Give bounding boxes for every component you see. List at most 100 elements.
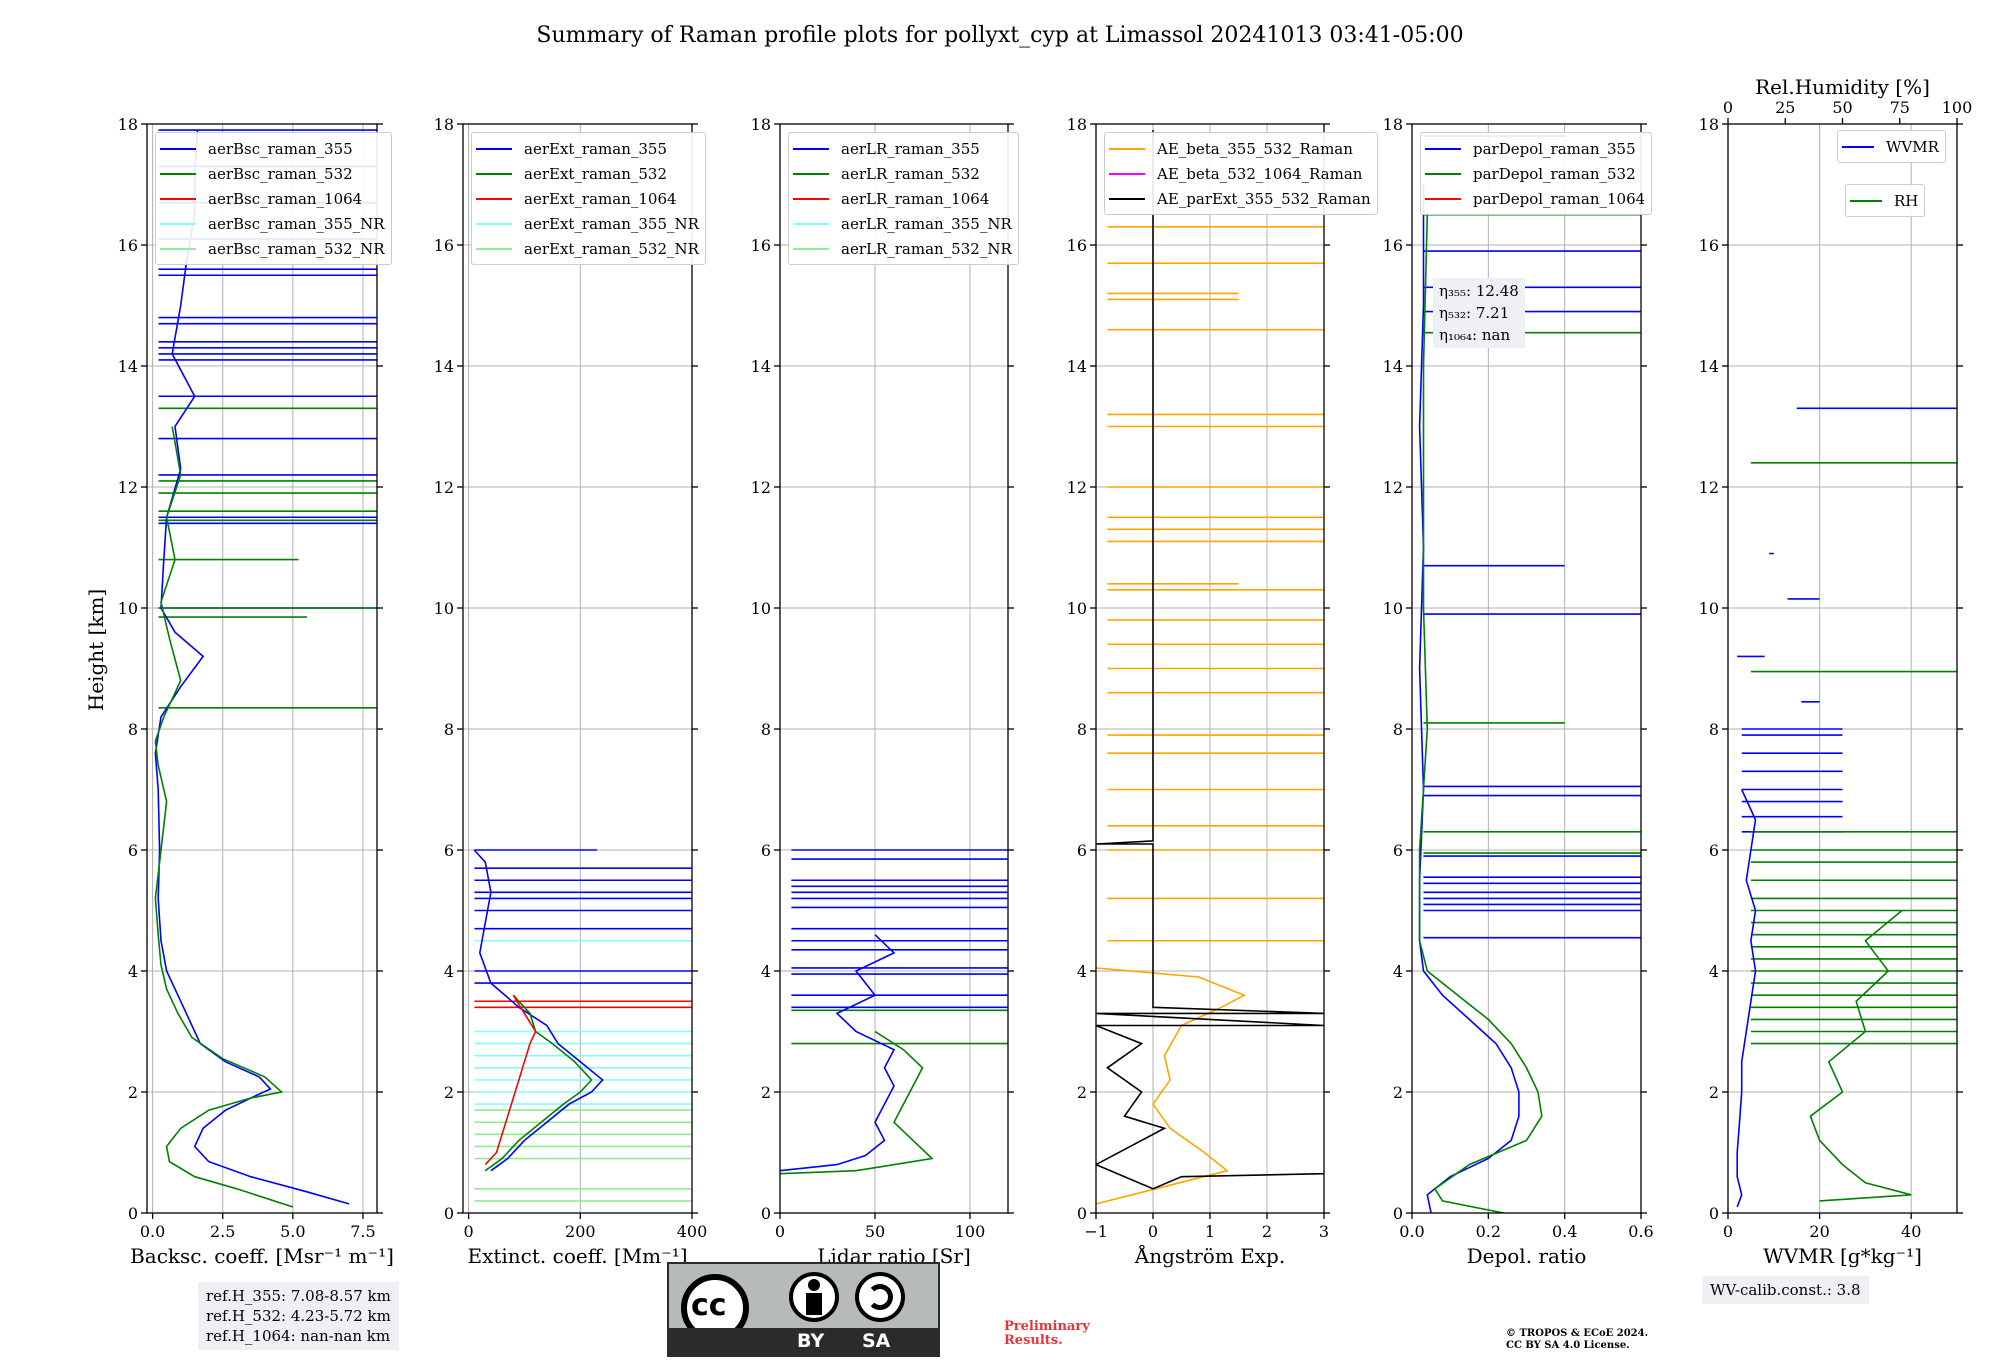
y-tick-label: 4 [128, 962, 138, 981]
eta-355: η₃₅₅: 12.48 [1439, 282, 1519, 300]
ref-heights-box: ref.H_355: 7.08-8.57 km ref.H_532: 4.23-… [198, 1282, 399, 1350]
x2-tick-label: 100 [1942, 98, 1973, 117]
y-tick-label: 2 [1077, 1083, 1087, 1102]
x-tick-label: 100 [955, 1222, 986, 1241]
data-ae [1096, 130, 1324, 1205]
x-axis-label-bsc: Backsc. coeff. [Msr⁻¹ m⁻¹] [130, 1244, 394, 1268]
copyright-line-2: CC BY SA 4.0 License. [1506, 1340, 1630, 1351]
x2-tick-label: 25 [1775, 98, 1795, 117]
x-tick-label: 0.0 [1399, 1222, 1424, 1241]
y-tick-label: 12 [751, 478, 771, 497]
x-tick-label: 7.5 [350, 1222, 375, 1241]
y-tick-label: 8 [1077, 720, 1087, 739]
legend-lr: aerLR_raman_355 aerLR_raman_532 aerLR_rama… [788, 132, 1019, 265]
legend-swatch [476, 147, 512, 150]
eta-1064: η₁₀₆₄: nan [1439, 326, 1511, 344]
copyright-note: © TROPOS & ECoE 2024. CC BY SA 4.0 Licen… [1506, 1328, 1648, 1352]
copyright-line-1: © TROPOS & ECoE 2024. [1506, 1328, 1649, 1339]
panel-ext: 0 2 4 6 8 10 12 14 16 18 0 200 400 Extinct. coeff. [M… [434, 115, 708, 1268]
y-tick-label: 18 [434, 115, 454, 134]
y-tick-label: 16 [1067, 236, 1087, 255]
x-tick-label: 0.6 [1628, 1222, 1653, 1241]
x-tick-label: 2 [1262, 1222, 1272, 1241]
legend-label: parDepol_raman_355 [1473, 139, 1636, 158]
x-axis-label-ext: Extinct. coeff. [Mm⁻¹] [467, 1244, 687, 1268]
y-tick-label: 10 [1699, 599, 1719, 618]
eta-532: η₅₃₂: 7.21 [1439, 304, 1510, 322]
series-parDepol_raman_532 [1418, 214, 1543, 1213]
series-aerExt_raman_532 [484, 994, 593, 1172]
legend-label: RH [1894, 191, 1919, 210]
axes-frame-bsc [146, 123, 378, 1214]
y-tick-label: 0 [1709, 1204, 1719, 1223]
y-tick-label: 4 [1077, 962, 1087, 981]
x-tick-label: 20 [1809, 1222, 1829, 1241]
x-tick-label: 40 [1901, 1222, 1921, 1241]
x-tick-label: −1 [1084, 1222, 1108, 1241]
y-tick-label: 14 [1383, 357, 1403, 376]
y-tick-label: 10 [1067, 599, 1087, 618]
legend-label: AE_parExt_355_532_Raman [1157, 189, 1371, 208]
y-tick-label: 0 [1077, 1204, 1087, 1223]
legend-depol: parDepol_raman_355 parDepol_raman_532 parD… [1420, 132, 1653, 215]
legend-label: aerBsc_raman_355_NR [208, 214, 385, 233]
y-tick-label: 12 [1699, 478, 1719, 497]
x-tick-label: 1 [1205, 1222, 1215, 1241]
series-AE_parExt_355_532_Raman [1096, 130, 1324, 1190]
data-wv [1736, 407, 1957, 1208]
legend-wv-0: WVMR [1837, 130, 1946, 163]
legend-swatch [793, 247, 829, 250]
y-tick-label: 18 [1067, 115, 1087, 134]
axes-frame-depol [1411, 123, 1642, 1214]
sa-share-icon [855, 1272, 905, 1322]
x-axis-label-wv: WVMR [g*kg⁻¹] [1763, 1244, 1922, 1268]
y-tick-label: 0 [1393, 1204, 1403, 1223]
legend-swatch [160, 197, 196, 200]
legend-wv-1: RH [1845, 184, 1926, 217]
y-tick-label: 4 [761, 962, 771, 981]
x-tick-label: 0.4 [1552, 1222, 1577, 1241]
y-tick-label: 10 [118, 599, 138, 618]
y-tick-label: 16 [118, 236, 138, 255]
legend-swatch [476, 172, 512, 175]
legend-label: aerBsc_raman_532_NR [208, 239, 385, 258]
x-tick-label: 0.2 [1476, 1222, 1501, 1241]
x2-tick-label: 75 [1890, 98, 1910, 117]
legend-label: aerExt_raman_532_NR [524, 239, 699, 258]
legend-swatch [476, 247, 512, 250]
series-RH [1809, 909, 1912, 1202]
y-tick-label: 6 [1709, 841, 1719, 860]
cc-by-label: BY [797, 1330, 825, 1352]
y-tick-label: 12 [1067, 478, 1087, 497]
legend-label: aerLR_raman_355 [841, 139, 980, 158]
ref-height-1064: ref.H_1064: nan-nan km [206, 1327, 391, 1345]
legend-swatch [1425, 147, 1461, 150]
panel-bsc: 0 2 4 6 8 10 12 14 16 18 0.0 2.5 5.0 7.5 Backsc. coeff… [118, 115, 394, 1268]
series-aerExt_raman_355 [473, 849, 604, 1172]
y-tick-label: 2 [1709, 1083, 1719, 1102]
y-tick-label: 16 [751, 236, 771, 255]
legend-label: WVMR [1886, 137, 1939, 156]
legend-label: aerExt_raman_355_NR [524, 214, 699, 233]
legend-label: aerExt_raman_1064 [524, 189, 677, 208]
y-tick-label: 16 [1699, 236, 1719, 255]
x-tick-label: 3 [1319, 1222, 1329, 1241]
legend-ae: AE_beta_355_532_Raman AE_beta_532_1064_Ra… [1104, 132, 1378, 215]
legend-swatch [160, 172, 196, 175]
y-tick-label: 18 [1699, 115, 1719, 134]
preliminary-line-2: Results. [1004, 1333, 1063, 1348]
legend-bsc: aerBsc_raman_355 aerBsc_raman_532 aerBsc_r… [155, 132, 392, 265]
legend-label: aerLR_raman_1064 [841, 189, 990, 208]
y-tick-label: 8 [444, 720, 454, 739]
legend-label: AE_beta_532_1064_Raman [1157, 164, 1363, 183]
cc-logo-text: cc [691, 1288, 727, 1323]
legend-swatch [793, 197, 829, 200]
y-tick-label: 4 [1709, 962, 1719, 981]
y-tick-label: 10 [434, 599, 454, 618]
ref-height-532: ref.H_532: 4.23-5.72 km [206, 1307, 391, 1325]
cc-license-badge: cc BY SA [667, 1262, 940, 1357]
y-tick-label: 6 [128, 841, 138, 860]
wv-calib-box: WV-calib.const.: 3.8 [1702, 1276, 1869, 1304]
